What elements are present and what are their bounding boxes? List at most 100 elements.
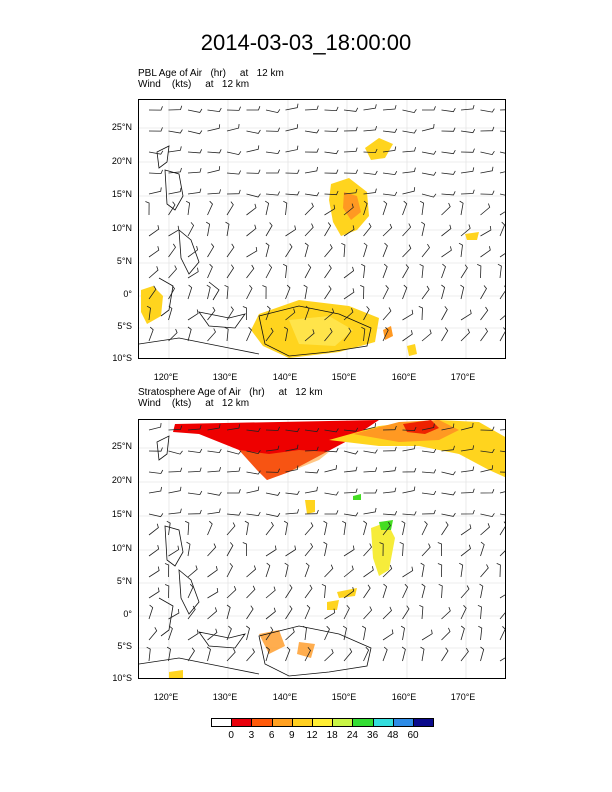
wind-barb <box>226 450 242 455</box>
wind-barb <box>187 222 195 237</box>
wind-barb <box>304 446 319 452</box>
wind-barb <box>363 188 377 195</box>
wind-barb <box>226 604 231 620</box>
wind-barb <box>246 106 261 111</box>
wind-barb <box>226 585 237 599</box>
colorbar-label: 18 <box>326 730 338 741</box>
wind-barb <box>499 315 505 321</box>
wind-barb <box>265 468 280 473</box>
p1-lat-20n: 20°N <box>111 156 132 166</box>
pbl-blob-east <box>465 232 479 240</box>
wind-barb <box>246 486 260 494</box>
wind-barb <box>304 486 318 494</box>
wind-barb <box>361 263 366 279</box>
colorbar-swatch <box>231 718 253 727</box>
pbl-blob-se2 <box>407 344 417 356</box>
wind-barb <box>207 466 221 473</box>
wind-barb <box>480 523 490 536</box>
wind-barb <box>246 605 254 620</box>
wind-barb <box>304 192 320 197</box>
wind-barb <box>382 105 397 111</box>
wind-barb <box>460 488 475 494</box>
wind-barb <box>226 522 236 536</box>
pbl-blob-west <box>141 286 163 324</box>
wind-barb <box>207 628 218 641</box>
wind-barb <box>207 107 222 113</box>
p2-lat-25n: 25°N <box>111 441 132 451</box>
wind-barb <box>441 423 455 431</box>
wind-barb <box>226 467 241 473</box>
wind-barb <box>246 264 255 279</box>
wind-barb <box>382 285 389 300</box>
wind-barb <box>283 520 288 536</box>
wind-barb <box>265 264 273 279</box>
wind-barb <box>148 627 158 641</box>
p2-lat-5s: 5°S <box>117 641 132 651</box>
wind-barb <box>499 109 505 111</box>
wind-barb <box>499 550 505 557</box>
wind-barb <box>168 305 173 321</box>
wind-barb <box>265 607 276 620</box>
wind-barb <box>187 509 202 515</box>
p2-lon-120e: 120°E <box>153 692 179 702</box>
wind-barb <box>437 542 443 557</box>
p1-lat-10n: 10°N <box>111 223 132 233</box>
pbl-map-svg <box>139 100 505 358</box>
wind-barb <box>480 489 495 494</box>
wind-barb <box>499 211 505 216</box>
wind-barb <box>265 521 274 536</box>
wind-barb <box>363 125 377 132</box>
wind-barb <box>304 428 320 433</box>
wind-barb <box>480 126 495 132</box>
wind-barb <box>363 489 378 494</box>
wind-barb <box>324 564 334 578</box>
wind-barb <box>323 520 328 536</box>
wind-barb <box>168 285 175 300</box>
wind-barb <box>460 605 467 620</box>
wind-barb <box>323 541 328 557</box>
wind-barb <box>460 625 465 641</box>
wind-barb <box>246 450 261 455</box>
p2-lat-10s: 10°S <box>112 673 132 683</box>
p1-lon-140e: 140°E <box>272 372 298 382</box>
wind-barb <box>324 204 336 216</box>
wind-barb <box>324 150 339 155</box>
wind-barb <box>285 103 299 111</box>
wind-barb <box>206 646 211 662</box>
wind-barb <box>285 509 299 515</box>
p2-lat-5n: 5°N <box>116 576 132 586</box>
wind-barb <box>187 149 203 154</box>
wind-barb <box>226 563 233 578</box>
wind-barb <box>304 264 312 279</box>
wind-barb <box>499 594 505 599</box>
strat-tracer-shading <box>169 420 505 678</box>
wind-barb <box>421 285 430 300</box>
wind-barb <box>303 284 308 300</box>
wind-barb <box>148 187 162 195</box>
colorbar-label: 60 <box>407 730 419 741</box>
pbl-caption-line1: PBL Age of Air (hr) at 12 km <box>138 68 284 79</box>
wind-barb <box>419 263 424 279</box>
wind-barb <box>343 565 354 578</box>
wind-barb <box>226 170 242 175</box>
wind-barb <box>285 490 300 495</box>
wind-barb <box>184 520 190 536</box>
wind-barb <box>246 585 256 599</box>
wind-barb <box>246 285 253 300</box>
wind-barb <box>480 465 494 473</box>
wind-barb <box>421 171 437 176</box>
wind-barb <box>363 543 372 557</box>
wind-barb <box>285 428 300 433</box>
wind-barb <box>363 449 378 454</box>
wind-barb <box>363 200 368 216</box>
colorbar-label: 6 <box>268 730 275 741</box>
wind-barb <box>285 284 291 300</box>
wind-barb <box>148 566 160 578</box>
wind-barb <box>168 129 183 134</box>
wind-barb <box>402 147 416 153</box>
wind-barb <box>206 284 211 300</box>
wind-barb <box>168 508 182 515</box>
strat-age-map <box>138 419 506 679</box>
wind-barb <box>187 108 203 113</box>
wind-barb <box>460 167 475 174</box>
